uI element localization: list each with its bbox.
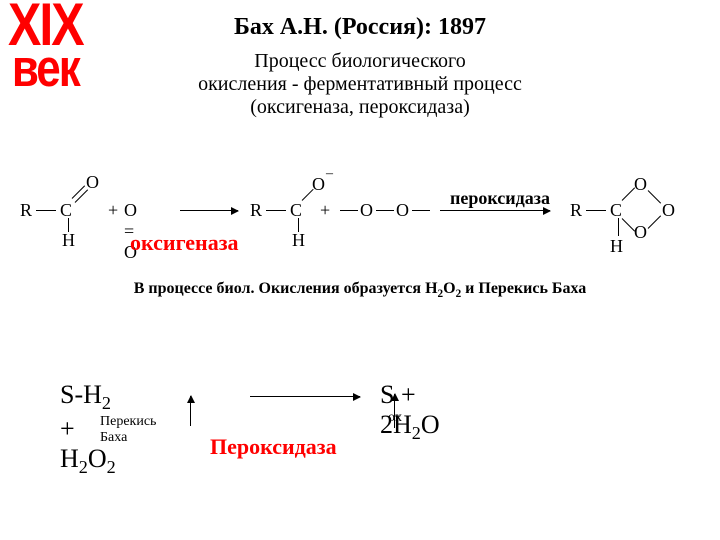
process-caption: В процессе биол. Окисления образуется H2… [0, 280, 720, 300]
bond [586, 210, 606, 211]
subtitle-l2: окисления - ферментативный процесс [198, 73, 522, 95]
subtitle: Процесс биологического окисления - ферме… [0, 50, 720, 119]
arrow-icon [250, 396, 360, 397]
bond [36, 210, 56, 211]
atom-O3a: O [634, 174, 647, 195]
plus2: + [320, 200, 330, 221]
bond [376, 210, 394, 211]
minus-icon: – [326, 166, 333, 182]
label-peroxidase-2: Пероксидаза [210, 434, 337, 460]
atom-C1: C [60, 200, 72, 221]
atom-O1: O [86, 172, 99, 193]
bond [412, 210, 430, 211]
atom-Oa: O [360, 200, 373, 221]
arrow-icon [180, 210, 238, 211]
atom-R2: R [250, 200, 262, 221]
atom-C3: C [610, 200, 622, 221]
bond [266, 210, 286, 211]
label-perekis-baha: Перекись Баха [100, 414, 156, 446]
bond [618, 218, 619, 236]
caption-text: В процессе биол. Окисления образуется H [134, 280, 438, 297]
subtitle-l1: Процесс биологического [254, 50, 466, 72]
atom-O3b: O [634, 222, 647, 243]
atom-Ob: O [396, 200, 409, 221]
bond [648, 215, 661, 228]
atom-H3: H [610, 236, 623, 257]
bond [340, 210, 358, 211]
atom-O3c: O [662, 200, 675, 221]
arrow-up-icon [394, 394, 395, 428]
label-peroxidase: пероксидаза [450, 188, 550, 209]
atom-R3: R [570, 200, 582, 221]
atom-H1: H [62, 230, 75, 251]
bond [648, 190, 661, 203]
page-title: Бах А.Н. (Россия): 1897 [0, 14, 720, 41]
atom-H2: H [292, 230, 305, 251]
label-ox: ox [388, 410, 402, 426]
label-oxygenase: оксигеназа [130, 230, 239, 256]
arrow-up-icon [190, 396, 191, 426]
atom-R1: R [20, 200, 32, 221]
arrow-icon [440, 210, 550, 211]
subtitle-l3: (оксигеназа, пероксидаза) [250, 96, 470, 118]
plus1: + [108, 200, 118, 221]
atom-C2: C [290, 200, 302, 221]
atom-O2a: O [312, 174, 325, 195]
